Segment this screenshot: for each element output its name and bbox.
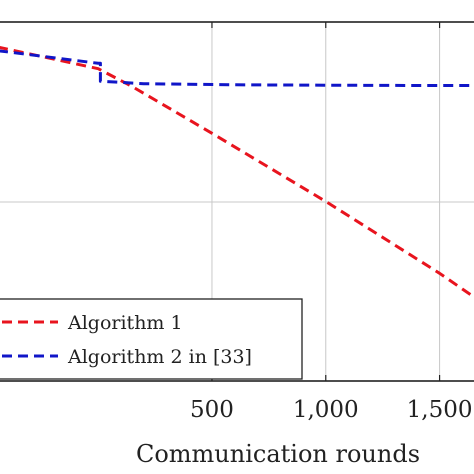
series-line-2 [0,49,474,87]
legend-box [0,298,303,380]
series-lines [0,45,474,299]
series-line-1 [0,45,474,299]
plot-frame [0,21,474,382]
x-tick-label-0: 500 [190,397,234,423]
legend-label-2: Algorithm 2 in [33] [67,346,252,368]
x-axis-label: Communication rounds [136,440,420,468]
x-tick-label-2: 1,500 [407,397,473,423]
x-tick-label-1: 1,000 [293,397,359,423]
legend: Algorithm 1 Algorithm 2 in [33] [0,298,303,380]
legend-label-1: Algorithm 1 [67,312,183,334]
x-ticks: 500 1,000 1,500 [190,22,473,423]
